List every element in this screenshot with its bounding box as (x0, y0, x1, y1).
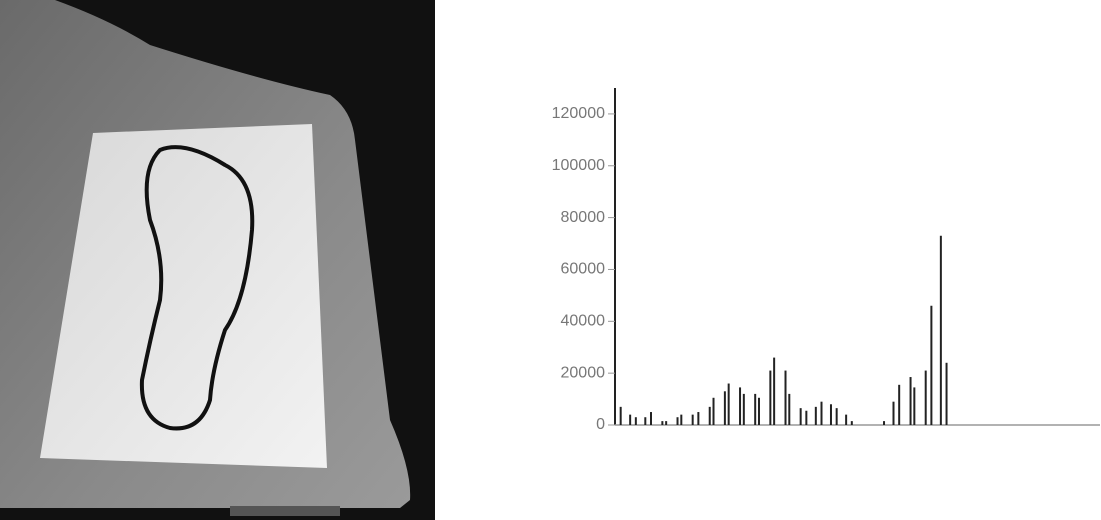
bar (836, 408, 838, 425)
y-tick-label: 60000 (561, 261, 606, 278)
bar (925, 371, 927, 425)
bar (805, 411, 807, 425)
bar (635, 417, 637, 425)
bar (739, 387, 741, 425)
chart: 0 20000 40000 60000 80000 100000 120000 (552, 88, 1100, 433)
y-tick-label: 80000 (561, 209, 606, 226)
bar (692, 415, 694, 425)
bar (724, 391, 726, 425)
photo (0, 0, 435, 520)
bar (892, 402, 894, 425)
bar (788, 394, 790, 425)
y-tick-label: 120000 (552, 105, 605, 122)
bar (644, 417, 646, 425)
bar (800, 408, 802, 425)
screen: 0 20000 40000 60000 80000 100000 120000 (0, 0, 1101, 520)
bar (713, 398, 715, 425)
bar (769, 371, 771, 425)
bar (851, 421, 853, 425)
bar (728, 384, 730, 425)
bar (697, 412, 699, 425)
bar (883, 421, 885, 425)
bar (940, 236, 942, 425)
bar (661, 421, 663, 425)
bar (650, 412, 652, 425)
page: {"chart_data": {"type": "bar", "x": [3, … (0, 0, 1101, 520)
bar (845, 415, 847, 425)
bar (830, 404, 832, 425)
bar (629, 415, 631, 425)
bar (946, 363, 948, 425)
y-tick-label: 100000 (552, 157, 605, 174)
bar (754, 394, 756, 425)
bar (665, 421, 667, 425)
y-tick-label: 20000 (561, 364, 606, 381)
bar (709, 407, 711, 425)
y-tick-label: 0 (596, 416, 605, 433)
bar (620, 407, 622, 425)
bar (677, 417, 679, 425)
bar (910, 377, 912, 425)
bar (773, 358, 775, 425)
bar (743, 394, 745, 425)
bar (913, 387, 915, 425)
bar (815, 407, 817, 425)
bar (821, 402, 823, 425)
bar (680, 415, 682, 425)
y-tick-label: 40000 (561, 313, 606, 330)
bar (930, 306, 932, 425)
bar (785, 371, 787, 425)
bar (898, 385, 900, 425)
bar (758, 398, 760, 425)
